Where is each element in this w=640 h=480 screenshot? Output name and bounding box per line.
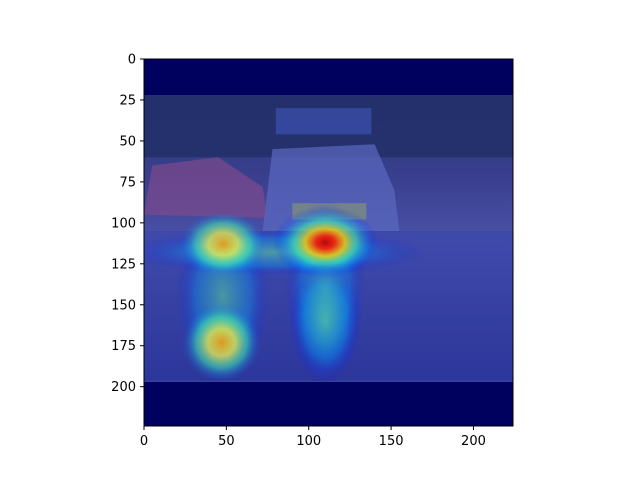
scene-truck-roof: [275, 108, 372, 135]
y-tick-label: 125: [111, 257, 136, 272]
hotspot: [288, 258, 362, 384]
x-tick-label: 200: [461, 434, 486, 449]
y-tick-label: 75: [119, 175, 136, 190]
bottom-dark-band: [144, 381, 513, 426]
x-tick-label: 150: [379, 434, 404, 449]
plot-area: [144, 59, 513, 426]
y-tick-label: 175: [111, 339, 136, 354]
x-axis: 0 50 100 150 200: [140, 426, 486, 449]
scene-left-car: [144, 157, 268, 218]
y-tick-label: 200: [111, 380, 136, 395]
hotspot: [180, 211, 266, 277]
axes-frame: [143, 58, 514, 427]
y-tick-label: 25: [119, 93, 136, 108]
y-tick-label: 150: [111, 298, 136, 313]
x-tick-label: 0: [140, 434, 148, 449]
hotspot: [272, 206, 378, 279]
y-axis: 0 25 50 75 100 125 150 175 200: [111, 53, 144, 395]
y-tick-label: 0: [128, 53, 136, 68]
y-tick-label: 100: [111, 216, 136, 231]
y-tick-label: 50: [119, 134, 136, 149]
x-tick-label: 50: [218, 434, 235, 449]
hotspot: [181, 303, 261, 382]
top-dark-band: [144, 59, 513, 96]
hotspot-layer: [144, 198, 424, 384]
x-tick-label: 100: [296, 434, 321, 449]
